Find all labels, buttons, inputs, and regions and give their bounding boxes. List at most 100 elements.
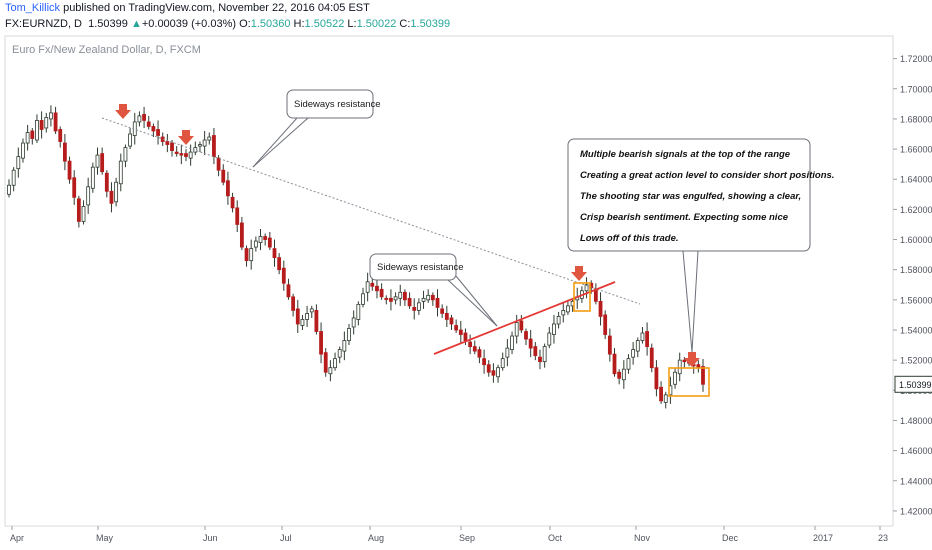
- candle-up: [584, 284, 589, 292]
- y-tick-label: 1.58000: [900, 265, 932, 275]
- candle-down: [412, 306, 417, 311]
- callout-text: The shooting star was engulfed, showing …: [580, 191, 801, 202]
- candle-up: [542, 346, 547, 363]
- chart-title: Euro Fx/New Zealand Dollar, D, FXCM: [12, 44, 201, 56]
- candle-up: [249, 248, 254, 262]
- y-tick-label: 1.54000: [900, 326, 932, 336]
- x-tick-label: Sep: [459, 533, 475, 543]
- candle-up: [510, 335, 514, 350]
- candle-down: [407, 297, 412, 307]
- candle-down: [482, 358, 486, 366]
- candle-up: [514, 322, 519, 337]
- candle-down: [463, 332, 468, 341]
- candle-up: [673, 371, 677, 385]
- candle-down: [216, 157, 221, 171]
- candle-up: [505, 347, 510, 358]
- candle-down: [654, 367, 659, 390]
- callout-text: Lows off of this trade.: [580, 233, 679, 244]
- y-tick-label: 1.70000: [900, 84, 932, 94]
- candle-down: [440, 308, 445, 314]
- candle-up: [552, 323, 556, 335]
- candle-down: [403, 291, 407, 301]
- candle-down: [314, 309, 319, 332]
- candle-down: [486, 364, 491, 373]
- candle-down: [379, 288, 384, 298]
- candle-up: [123, 147, 128, 162]
- candle-up: [626, 358, 631, 370]
- ohlc-line: FX:EURNZD, D 1.50399 ▲+0.00039 (+0.03%) …: [5, 18, 450, 30]
- candle-down: [491, 370, 496, 376]
- candle-down: [444, 313, 449, 320]
- high-value: 1.50522: [304, 18, 345, 30]
- candle-down: [319, 331, 323, 355]
- callout-text: Crisp bearish sentiment. Expecting some …: [580, 212, 789, 223]
- candle-down: [151, 126, 156, 132]
- candle-down: [435, 297, 440, 308]
- candle-up: [16, 156, 21, 170]
- candle-up: [342, 340, 347, 352]
- down-arrow-icon: [178, 130, 194, 145]
- candle-down: [267, 237, 272, 248]
- descending-resistance-line: [101, 117, 641, 305]
- candle-down: [682, 359, 687, 363]
- publish-line: Tom_Killick published on TradingView.com…: [5, 2, 370, 14]
- candle-up: [500, 358, 505, 369]
- candle-up: [356, 303, 361, 320]
- high-label: H:: [293, 18, 305, 30]
- candle-down: [62, 142, 67, 162]
- candle-up: [137, 115, 142, 123]
- candle-down: [468, 341, 473, 347]
- x-tick-label: Nov: [634, 533, 651, 543]
- y-tick-label: 1.60000: [900, 235, 932, 245]
- candle-down: [538, 356, 542, 363]
- last-price: 1.50399: [88, 18, 128, 30]
- low-value: 1.50022: [356, 18, 397, 30]
- candle-down: [263, 236, 268, 240]
- candle-down: [100, 153, 105, 173]
- callout-pointer: [691, 250, 699, 353]
- callout-pointer: [252, 117, 298, 168]
- callout-text: Sideways resistance: [377, 262, 464, 273]
- candle-up: [44, 117, 49, 129]
- candle-up: [86, 186, 91, 206]
- candle-up: [640, 332, 645, 341]
- close-label: C:: [399, 18, 411, 30]
- last-price-badge: [894, 375, 932, 393]
- candle-up: [7, 184, 11, 195]
- candle-up: [305, 313, 309, 320]
- y-tick-label: 1.48000: [900, 416, 932, 426]
- candle-down: [286, 284, 291, 298]
- rising-trend-line: [433, 281, 616, 355]
- candle-up: [398, 291, 403, 299]
- candle-up: [258, 236, 263, 243]
- candle-down: [179, 153, 184, 156]
- candle-down: [449, 317, 454, 325]
- candle-down: [295, 308, 300, 325]
- candle-up: [118, 160, 123, 185]
- candle-up: [35, 120, 39, 141]
- callout-box: [286, 89, 374, 119]
- candle-down: [375, 285, 379, 292]
- chart-header: Tom_Killick published on TradingView.com…: [0, 0, 932, 34]
- x-tick-label: Jul: [280, 533, 292, 543]
- candle-down: [67, 160, 72, 180]
- candle-down: [528, 338, 533, 349]
- candle-down: [142, 114, 146, 121]
- y-tick-label: 1.42000: [900, 506, 932, 516]
- author-link[interactable]: Tom_Killick: [5, 2, 61, 14]
- candle-down: [593, 288, 598, 302]
- candle-down: [184, 153, 188, 158]
- candle-down: [612, 353, 617, 375]
- callout-box: [369, 253, 457, 281]
- candle-up: [566, 305, 570, 313]
- candle-down: [701, 366, 705, 385]
- candle-down: [603, 314, 608, 335]
- callout-pointer: [252, 117, 309, 168]
- callout: Sideways resistance: [369, 253, 498, 327]
- candle-up: [188, 151, 193, 159]
- candle-down: [524, 331, 528, 340]
- candle-down: [645, 331, 650, 347]
- candle-down: [291, 296, 296, 311]
- x-tick-label: Jun: [203, 533, 218, 543]
